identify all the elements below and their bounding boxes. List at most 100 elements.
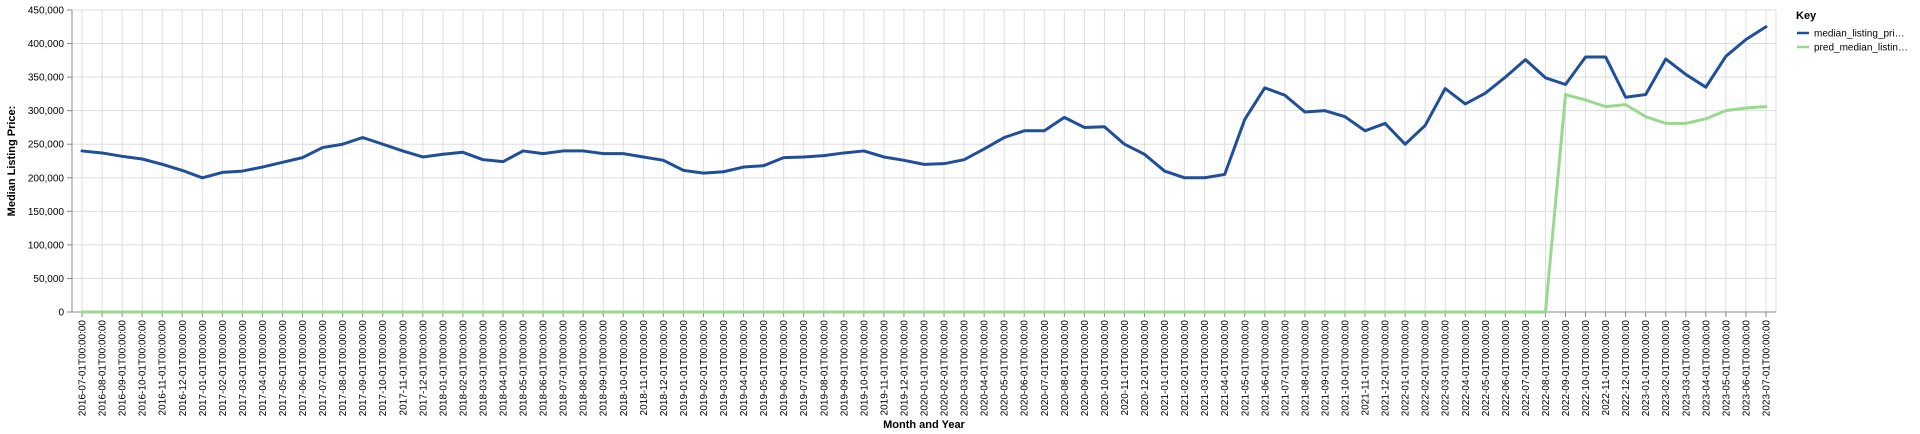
x-tick-label: 2019-02-01T00:00:00 (699, 320, 710, 417)
y-tick-label: 200,000 (28, 173, 65, 184)
x-tick-label: 2017-03-01T00:00:00 (238, 320, 249, 417)
x-tick-label: 2017-04-01T00:00:00 (258, 320, 269, 417)
y-tick-label: 250,000 (28, 140, 65, 151)
x-tick-label: 2016-08-01T00:00:00 (98, 320, 109, 417)
x-tick-label: 2016-09-01T00:00:00 (118, 320, 129, 417)
x-tick-label: 2018-03-01T00:00:00 (478, 320, 489, 417)
x-tick-label: 2018-02-01T00:00:00 (458, 320, 469, 417)
y-axis-ticks: 0 50,000 100,000 150,000 200,000 250,000 300,0… (28, 6, 72, 319)
x-tick-label: 2019-09-01T00:00:00 (839, 320, 850, 417)
x-tick-label: 2018-06-01T00:00:00 (539, 320, 550, 417)
y-tick-label: 150,000 (28, 207, 65, 218)
x-tick-label: 2021-03-01T00:00:00 (1200, 320, 1211, 417)
x-tick-label: 2022-12-01T00:00:00 (1621, 320, 1632, 417)
x-tick-label: 2020-06-01T00:00:00 (1020, 320, 1031, 417)
x-tick-label: 2022-09-01T00:00:00 (1561, 320, 1572, 417)
x-tick-label: 2018-10-01T00:00:00 (619, 320, 630, 417)
x-tick-label: 2018-11-01T00:00:00 (639, 320, 650, 416)
x-tick-label: 2022-03-01T00:00:00 (1441, 320, 1452, 417)
x-tick-label: 2023-05-01T00:00:00 (1721, 320, 1732, 417)
x-tick-label: 2020-01-01T00:00:00 (920, 320, 931, 417)
x-tick-label: 2021-10-01T00:00:00 (1340, 320, 1351, 417)
y-tick-label: 450,000 (28, 6, 65, 17)
x-tick-label: 2020-05-01T00:00:00 (1000, 320, 1011, 417)
x-tick-label: 2018-09-01T00:00:00 (599, 320, 610, 417)
x-tick-label: 2017-05-01T00:00:00 (278, 320, 289, 417)
x-tick-label: 2018-04-01T00:00:00 (499, 320, 510, 417)
x-tick-label: 2018-07-01T00:00:00 (559, 320, 570, 417)
x-tick-label: 2019-07-01T00:00:00 (799, 320, 810, 417)
x-tick-label: 2020-08-01T00:00:00 (1060, 320, 1071, 417)
x-tick-label: 2019-04-01T00:00:00 (739, 320, 750, 417)
y-tick-label: 50,000 (33, 274, 64, 285)
x-tick-label: 2021-12-01T00:00:00 (1381, 320, 1392, 417)
x-tick-label: 2023-01-01T00:00:00 (1641, 320, 1652, 417)
x-tick-label: 2016-11-01T00:00:00 (158, 320, 169, 416)
x-tick-label: 2022-06-01T00:00:00 (1501, 320, 1512, 417)
x-tick-label: 2017-02-01T00:00:00 (218, 320, 229, 417)
x-tick-label: 2021-06-01T00:00:00 (1260, 320, 1271, 417)
x-tick-label: 2018-01-01T00:00:00 (438, 320, 449, 417)
x-tick-label: 2019-01-01T00:00:00 (679, 320, 690, 417)
x-tick-label: 2021-07-01T00:00:00 (1280, 320, 1291, 417)
x-tick-label: 2021-01-01T00:00:00 (1160, 320, 1171, 417)
gridlines (72, 9, 1777, 313)
x-tick-label: 2017-08-01T00:00:00 (338, 320, 349, 417)
x-tick-label: 2022-10-01T00:00:00 (1581, 320, 1592, 417)
x-tick-label: 2017-01-01T00:00:00 (198, 320, 209, 417)
x-tick-label: 2021-02-01T00:00:00 (1180, 320, 1191, 417)
x-tick-label: 2022-05-01T00:00:00 (1481, 320, 1492, 417)
x-tick-label: 2020-09-01T00:00:00 (1080, 320, 1091, 417)
series-line-0 (80, 25, 1768, 180)
x-tick-label: 2023-04-01T00:00:00 (1701, 320, 1712, 417)
y-tick-label: 300,000 (28, 106, 65, 117)
series-line-1 (80, 93, 1768, 314)
y-tick-label: 0 (58, 308, 64, 319)
x-tick-label: 2016-12-01T00:00:00 (178, 320, 189, 417)
x-tick-label: 2022-02-01T00:00:00 (1421, 320, 1432, 417)
y-tick-label: 100,000 (28, 240, 65, 251)
x-tick-label: 2020-12-01T00:00:00 (1140, 320, 1151, 417)
x-tick-label: 2017-06-01T00:00:00 (298, 320, 309, 417)
x-tick-label: 2017-10-01T00:00:00 (378, 320, 389, 417)
x-tick-label: 2020-02-01T00:00:00 (940, 320, 951, 417)
x-tick-label: 2020-03-01T00:00:00 (960, 320, 971, 417)
x-tick-label: 2022-07-01T00:00:00 (1521, 320, 1532, 417)
x-tick-label: 2023-02-01T00:00:00 (1661, 320, 1672, 417)
x-tick-label: 2022-11-01T00:00:00 (1601, 320, 1612, 416)
legend-label: median_listing_pri… (1814, 29, 1905, 40)
x-tick-label: 2023-06-01T00:00:00 (1741, 320, 1752, 417)
x-tick-label: 2020-07-01T00:00:00 (1040, 320, 1051, 417)
x-tick-label: 2017-07-01T00:00:00 (318, 320, 329, 417)
x-tick-label: 2018-05-01T00:00:00 (519, 320, 530, 417)
x-tick-label: 2022-04-01T00:00:00 (1461, 320, 1472, 417)
x-tick-label: 2020-04-01T00:00:00 (980, 320, 991, 417)
x-tick-label: 2020-10-01T00:00:00 (1100, 320, 1111, 417)
legend-title: Key (1796, 10, 1817, 22)
x-tick-label: 2023-07-01T00:00:00 (1761, 320, 1772, 417)
x-tick-label: 2016-07-01T00:00:00 (78, 320, 89, 417)
x-tick-label: 2019-03-01T00:00:00 (719, 320, 730, 417)
x-axis-ticks: 2016-07-01T00:00:00 2016-08-01T00:00:00 20… (78, 312, 1772, 417)
x-tick-label: 2023-03-01T00:00:00 (1681, 320, 1692, 417)
y-axis-title: Median Listing Price: (6, 106, 18, 217)
series-lines (80, 25, 1768, 314)
x-tick-label: 2021-11-01T00:00:00 (1361, 320, 1372, 416)
x-tick-label: 2019-12-01T00:00:00 (899, 320, 910, 417)
x-tick-label: 2018-12-01T00:00:00 (659, 320, 670, 417)
legend-label: pred_median_listin… (1814, 43, 1908, 54)
x-tick-label: 2021-08-01T00:00:00 (1300, 320, 1311, 417)
x-tick-label: 2020-11-01T00:00:00 (1120, 320, 1131, 416)
x-tick-label: 2017-12-01T00:00:00 (418, 320, 429, 417)
x-tick-label: 2022-01-01T00:00:00 (1401, 320, 1412, 417)
x-tick-label: 2019-05-01T00:00:00 (759, 320, 770, 417)
x-tick-label: 2017-09-01T00:00:00 (358, 320, 369, 417)
x-tick-label: 2019-10-01T00:00:00 (859, 320, 870, 417)
x-tick-label: 2022-08-01T00:00:00 (1541, 320, 1552, 417)
x-tick-label: 2019-11-01T00:00:00 (879, 320, 890, 416)
x-tick-label: 2021-04-01T00:00:00 (1220, 320, 1231, 417)
legend: Key median_listing_pri… pred_median_listi… (1796, 10, 1908, 54)
legend-items: median_listing_pri… pred_median_listin… (1797, 29, 1908, 54)
x-tick-label: 2018-08-01T00:00:00 (579, 320, 590, 417)
